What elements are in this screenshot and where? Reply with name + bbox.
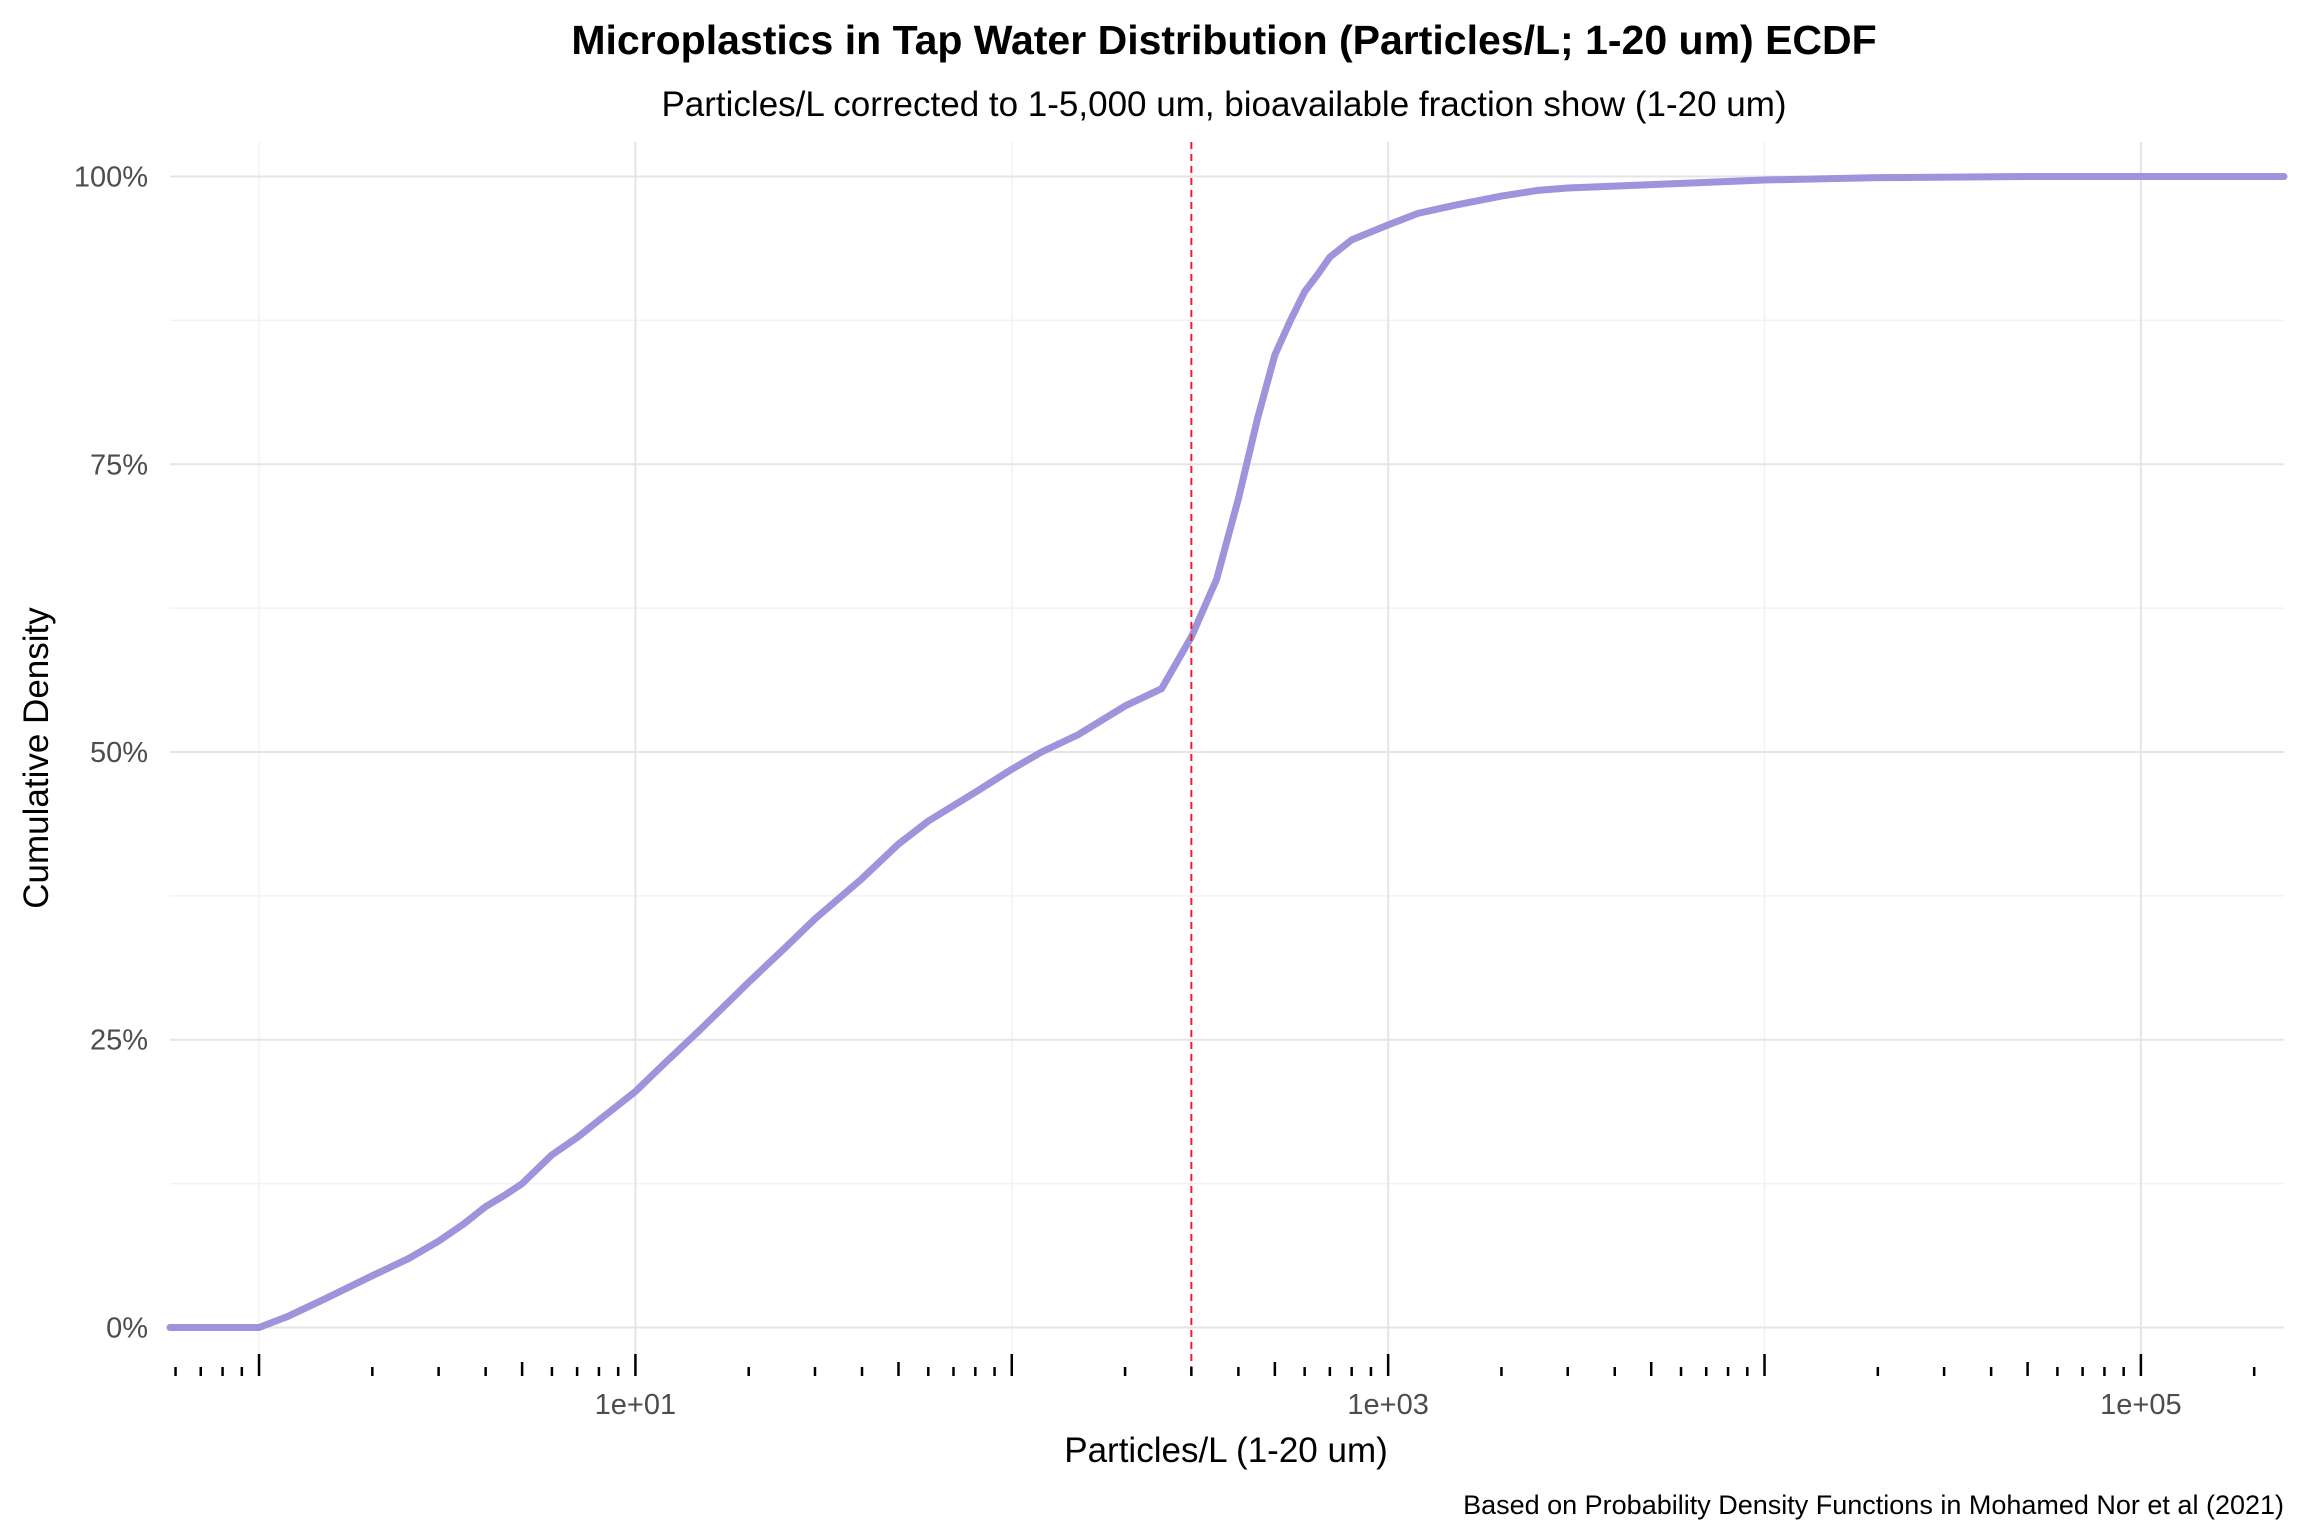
y-axis-title: Cumulative Density — [17, 607, 56, 909]
x-axis-tick-labels: 1e+01 1e+03 1e+05 — [595, 1389, 2182, 1421]
y-axis-tick-labels: 0% 25% 50% 75% 100% — [74, 162, 148, 1345]
major-gridlines-x — [634, 142, 2142, 1362]
y-tick-label: 50% — [90, 737, 148, 769]
minor-gridlines-y — [170, 319, 2284, 1185]
x-tick-label: 1e+05 — [2100, 1389, 2181, 1421]
x-tick-label: 1e+03 — [1347, 1389, 1428, 1421]
x-tick-label: 1e+01 — [595, 1389, 676, 1421]
chart-subtitle: Particles/L corrected to 1-5,000 um, bio… — [661, 85, 1786, 124]
x-axis-title: Particles/L (1-20 um) — [1064, 1431, 1388, 1470]
major-gridlines-y — [170, 175, 2284, 1329]
plot-area — [166, 142, 2288, 1370]
series-layer — [166, 173, 2288, 1331]
y-tick-label: 75% — [90, 449, 148, 481]
y-tick-label: 100% — [74, 162, 148, 194]
y-tick-label: 25% — [90, 1025, 148, 1057]
ecdf-line — [166, 173, 2288, 1331]
chart-title: Microplastics in Tap Water Distribution … — [571, 17, 1876, 63]
log-tick-marks — [174, 1354, 2256, 1376]
y-tick-label: 0% — [106, 1312, 148, 1344]
chart-caption: Based on Probability Density Functions i… — [1463, 1490, 2284, 1520]
